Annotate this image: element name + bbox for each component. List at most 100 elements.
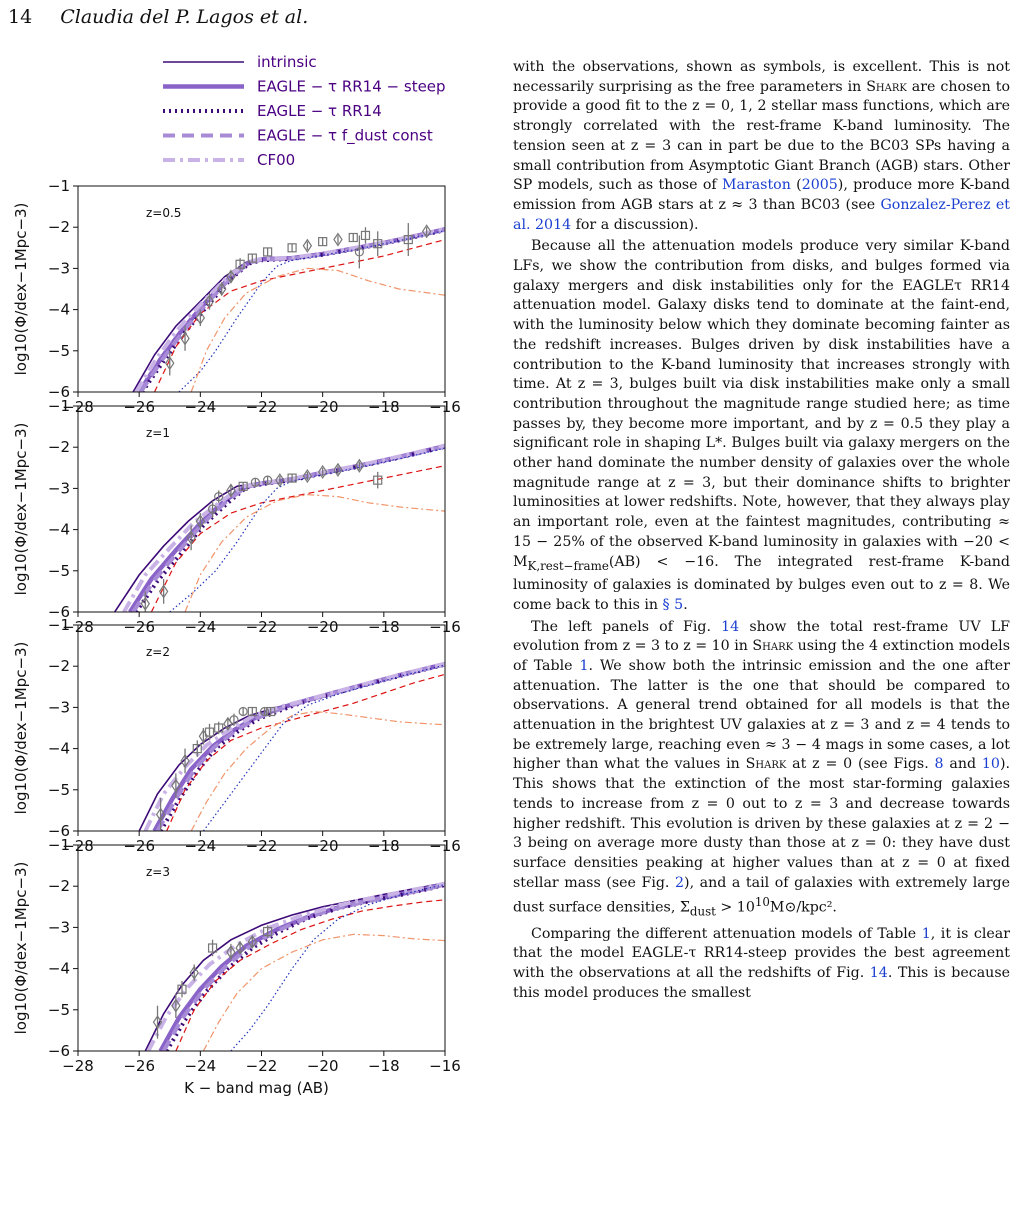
y-tick-label: −1 [48,836,70,854]
x-tick-label: −26 [123,1057,155,1075]
ref-fig-10[interactable]: 10 [981,756,1000,773]
obs-diamond [195,310,206,325]
y-tick-label: −3 [48,259,70,277]
series-line [202,664,445,831]
x-tick-label: −22 [246,837,278,855]
obs-square [373,239,383,249]
citation-maraston[interactable]: Maraston [721,177,791,194]
obs-square [214,723,224,733]
body-text-column: with the observations, shown as symbols,… [513,58,1010,1003]
paragraph-1: with the observations, shown as symbols,… [513,59,1010,233]
y-tick-label: −2 [48,438,70,456]
obs-diamond [302,238,313,253]
series-line [134,444,445,612]
obs-square [247,253,257,263]
obs-square [192,743,202,754]
ref-fig-8[interactable]: 8 [934,756,944,773]
y-axis-label: log10(Φ/dex−1Mpc−3) [12,862,30,1035]
panel-1: −28 −26 −24 −22 −20 −18 −16−6−5−4−3−2−1z=0.5lo… [12,177,461,416]
series-line [166,673,445,831]
series-line [138,662,445,831]
obs-square [287,243,297,253]
x-tick-label: −20 [307,837,339,855]
ref-table-1[interactable]: 1 [579,657,589,674]
ref-fig-14[interactable]: 14 [721,618,740,635]
series-line [143,661,445,831]
y-tick-label: −2 [48,657,70,675]
obs-square [263,247,273,257]
plot-area [132,223,445,392]
series-line [155,662,445,831]
x-tick-label: −28 [62,1057,94,1075]
obs-square [348,232,358,243]
obs-diamond [180,331,190,346]
obs-diamond [189,965,199,980]
y-axis-label: log10(Φ/dex−1Mpc−3) [12,642,30,815]
y-tick-label: −1 [48,616,70,634]
obs-diamond [204,294,215,309]
series-line [178,229,445,392]
ref-fig-2[interactable]: 2 [675,874,685,891]
y-tick-label: −4 [48,740,70,758]
plot-area [138,661,445,831]
series-line [150,465,445,612]
panel-2: −28 −26 −24 −22 −20 −18 −16−6−5−4−3−2−1z=1log1… [12,397,461,636]
series-line [132,228,445,392]
y-tick-label: −4 [48,301,70,319]
paragraph-2: Because all the attenuation models produ… [513,238,1010,613]
series-line [128,443,445,612]
x-tick-label: −20 [307,1057,339,1075]
running-authors: Claudia del P. Lagos et al. [60,6,309,28]
x-tick-label: −26 [123,618,155,636]
obs-circle [207,504,218,514]
citation-maraston-year[interactable]: 2005 [801,177,838,194]
y-tick-label: −3 [48,698,70,716]
x-tick-label: −18 [368,837,400,855]
obs-diamond [226,483,236,498]
y-tick-label: −5 [48,781,70,799]
ref-table-1b[interactable]: 1 [921,925,931,942]
redshift-label: z=0.5 [146,206,181,220]
obs-diamond [421,224,432,239]
citation-gonzalez-perez[interactable]: Gonzalez-Perez et al. 2014 [513,196,1010,233]
x-tick-label: −18 [368,1057,400,1075]
series-line [184,493,445,612]
obs-square [318,237,328,247]
obs-circle [250,477,260,487]
obs-diamond [180,753,190,769]
y-tick-label: −1 [48,177,70,195]
y-tick-label: −5 [48,342,70,360]
y-tick-label: −6 [48,383,70,401]
obs-square [204,727,215,737]
series-line [122,443,445,612]
redshift-label: z=3 [146,865,170,879]
obs-square [177,984,187,994]
obs-diamond [302,468,313,484]
obs-diamond [186,530,196,545]
legend: intrinsic EAGLE − τ RR14 − steep EAGLE − τ… [163,53,446,169]
obs-square [247,706,257,717]
ref-fig-14b[interactable]: 14 [869,965,888,982]
series-line [146,881,445,1051]
series-line [134,226,445,392]
x-tick-label: −20 [307,398,339,416]
obs-diamond [152,1015,163,1030]
y-tick-label: −2 [48,218,70,236]
obs-circle [263,475,273,485]
obs-diamond [317,464,328,480]
obs-diamond [158,584,169,599]
legend-label: EAGLE − τ f_dust const [257,127,433,146]
y-tick-label: −6 [48,1042,70,1060]
ref-section-5[interactable]: § 5 [662,596,684,613]
y-axis-label: log10(Φ/dex−1Mpc−3) [12,203,30,376]
x-tick-label: −24 [185,1057,217,1075]
x-tick-label: −16 [429,1057,461,1075]
y-tick-label: −4 [48,960,70,978]
x-tick-label: −22 [246,398,278,416]
x-tick-label: −26 [123,837,155,855]
obs-diamond [235,940,245,956]
obs-square [263,926,273,937]
obs-diamond [165,356,175,371]
x-tick-label: −20 [307,618,339,636]
x-axis-label: K − band mag (AB) [184,1079,329,1097]
